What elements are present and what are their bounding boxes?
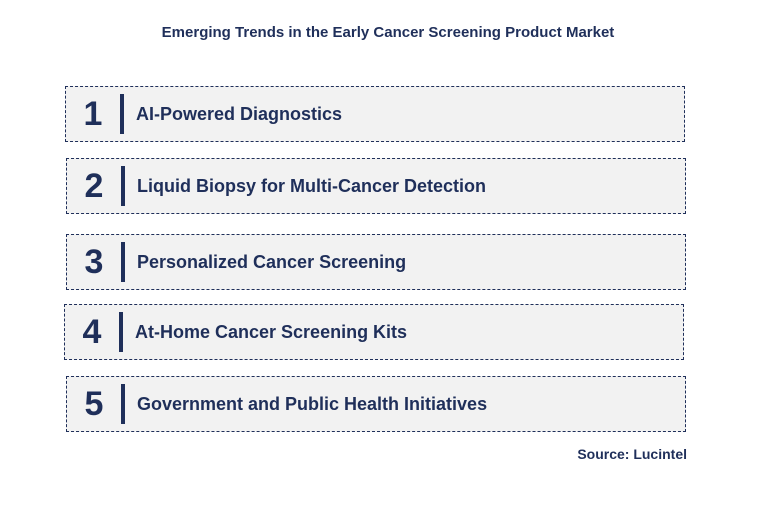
trend-number: 5 [84, 384, 104, 423]
trend-number: 4 [82, 312, 102, 351]
trend-label: Personalized Cancer Screening [137, 251, 407, 272]
trend-item-3: 3 Personalized Cancer Screening [66, 234, 686, 290]
trend-number: 1 [83, 94, 103, 133]
source-note: Source: Lucintel [577, 446, 687, 462]
trend-divider [121, 242, 125, 282]
trend-divider [121, 384, 125, 424]
trend-divider [120, 94, 124, 134]
trend-divider [119, 312, 123, 352]
trend-label: AI-Powered Diagnostics [136, 103, 343, 124]
trend-number: 2 [84, 166, 104, 205]
trend-label: Liquid Biopsy for Multi-Cancer Detection [137, 175, 487, 196]
trend-divider [121, 166, 125, 206]
trend-number: 3 [84, 242, 104, 281]
trend-item-1: 1 AI-Powered Diagnostics [65, 86, 685, 142]
trend-item-5: 5 Government and Public Health Initiativ… [66, 376, 686, 432]
trend-label: At-Home Cancer Screening Kits [135, 321, 408, 342]
trend-item-2: 2 Liquid Biopsy for Multi-Cancer Detecti… [66, 158, 686, 214]
trend-label: Government and Public Health Initiatives [137, 393, 488, 414]
trend-item-4: 4 At-Home Cancer Screening Kits [64, 304, 684, 360]
diagram-title: Emerging Trends in the Early Cancer Scre… [161, 24, 615, 41]
